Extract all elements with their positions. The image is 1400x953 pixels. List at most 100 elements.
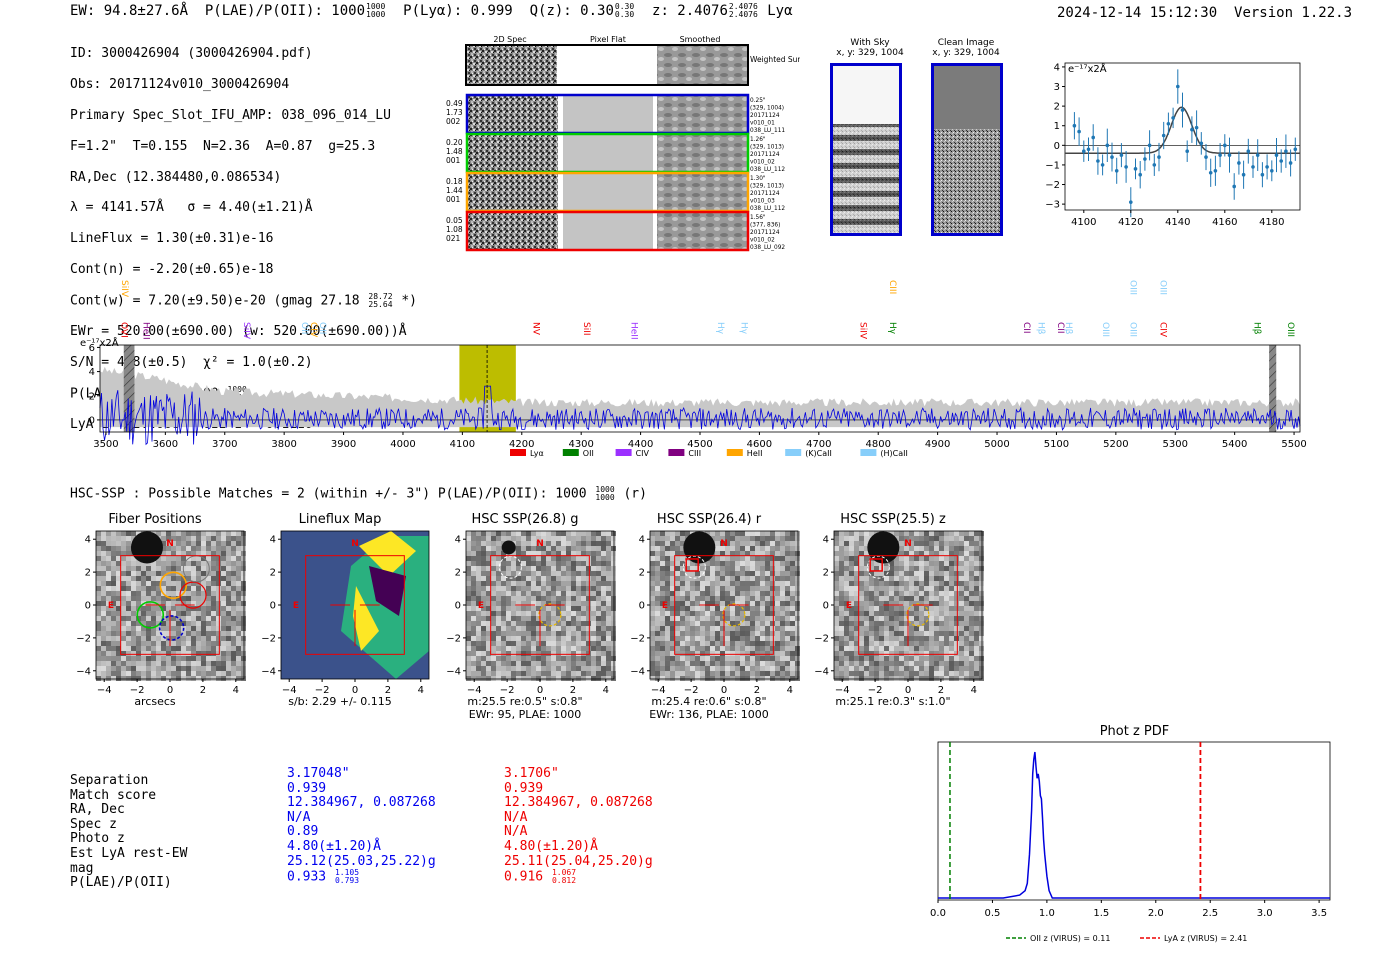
- pixel: [884, 641, 889, 646]
- pixel: [546, 566, 551, 571]
- pixel: [176, 646, 181, 651]
- pixel: [944, 556, 949, 561]
- pixel: [226, 551, 231, 556]
- pixel: [919, 676, 924, 681]
- pixel: [954, 616, 959, 621]
- pixel: [675, 581, 680, 586]
- pixel: [879, 576, 884, 581]
- pixel: [501, 666, 506, 671]
- pixel: [496, 556, 501, 561]
- pixel: [949, 651, 954, 656]
- header-ew: EW: 94.8±27.6Å: [70, 3, 189, 19]
- pixel: [929, 621, 934, 626]
- pixel: [670, 621, 675, 626]
- pixel: [531, 646, 536, 651]
- frac-lo: 25.64: [368, 299, 393, 309]
- pixel: [775, 611, 780, 616]
- pixel: [725, 601, 730, 606]
- pixel: [601, 636, 606, 641]
- pixel: [106, 536, 111, 541]
- pixel: [959, 531, 964, 536]
- pixel: [241, 581, 246, 586]
- pixel: [601, 676, 606, 681]
- pixel: [909, 616, 914, 621]
- pixel: [96, 631, 101, 636]
- pixel: [909, 611, 914, 616]
- pixel: [884, 676, 889, 681]
- row-right-1: 1.56": [750, 215, 766, 221]
- pixel: [690, 576, 695, 581]
- pixel: [730, 536, 735, 541]
- pixel: [176, 586, 181, 591]
- pixel: [765, 631, 770, 636]
- pixel: [949, 531, 954, 536]
- pixel: [151, 571, 156, 576]
- pixel: [849, 676, 854, 681]
- pixel: [481, 661, 486, 666]
- pixel: [874, 676, 879, 681]
- pixel: [884, 611, 889, 616]
- pixel: [889, 531, 894, 536]
- pixel: [785, 606, 790, 611]
- pixel: [186, 656, 191, 661]
- pixel: [201, 551, 206, 556]
- pixel: [914, 556, 919, 561]
- pixel: [899, 641, 904, 646]
- pixel: [591, 536, 596, 541]
- pixel: [785, 561, 790, 566]
- pixel: [675, 561, 680, 566]
- pixel: [959, 566, 964, 571]
- pixel: [740, 656, 745, 661]
- pixel: [231, 666, 236, 671]
- pixel: [914, 531, 919, 536]
- row-right-4: v010_01: [750, 121, 775, 127]
- pixel: [596, 646, 601, 651]
- pixel: [566, 626, 571, 631]
- pixel: [146, 571, 151, 576]
- pixel: [521, 606, 526, 611]
- with-sky-coord: x, y: 329, 1004: [836, 48, 904, 58]
- pixel: [171, 656, 176, 661]
- pixel: [864, 581, 869, 586]
- legend-label: CIV: [636, 449, 650, 458]
- pixel: [236, 576, 241, 581]
- pixel: [730, 596, 735, 601]
- pixel: [206, 636, 211, 641]
- pixel: [131, 661, 136, 666]
- pixel: [551, 531, 556, 536]
- pixel: [241, 591, 246, 596]
- pixel: [680, 556, 685, 561]
- pixel: [959, 651, 964, 656]
- pixel: [735, 551, 740, 556]
- zoom-data-point: [1086, 147, 1091, 152]
- pixel: [511, 651, 516, 656]
- pixel: [596, 581, 601, 586]
- row-smoothed: [657, 213, 747, 249]
- pixel: [755, 626, 760, 631]
- pixel: [101, 666, 106, 671]
- pixel: [611, 531, 616, 536]
- pixel: [96, 616, 101, 621]
- xtick-label: −2: [130, 685, 145, 696]
- pixel: [471, 561, 476, 566]
- pixel: [156, 601, 161, 606]
- xtick-label: 0: [167, 685, 173, 696]
- pixel: [201, 646, 206, 651]
- match-label: Spec z: [70, 816, 117, 832]
- pixel: [106, 661, 111, 666]
- pixel: [111, 656, 116, 661]
- pixel: [521, 626, 526, 631]
- pixel: [660, 636, 665, 641]
- pixel: [790, 546, 795, 551]
- pixel: [166, 641, 171, 646]
- pixel: [944, 561, 949, 566]
- pixel: [740, 676, 745, 681]
- pixel: [790, 576, 795, 581]
- pixel: [571, 621, 576, 626]
- pixel: [206, 656, 211, 661]
- pixel: [96, 646, 101, 651]
- pixel: [929, 591, 934, 596]
- pixel: [760, 606, 765, 611]
- pixel: [566, 571, 571, 576]
- pixel: [894, 671, 899, 676]
